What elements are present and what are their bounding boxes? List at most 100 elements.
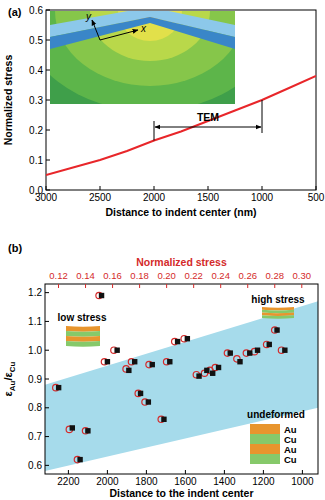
bracket-arrow (155, 127, 261, 128)
tick-label: 0.8 (28, 402, 42, 413)
layer (262, 310, 294, 314)
tick-label: 1.1 (28, 316, 42, 327)
tick (302, 470, 303, 474)
contour (50, 11, 235, 104)
layer (66, 336, 100, 342)
square-marker (247, 350, 252, 355)
inset-axis (100, 30, 138, 40)
tick-label: 0.12 (49, 270, 68, 281)
tick-label: 500 (308, 192, 325, 203)
x2-axis-title: Normalized stress (136, 256, 227, 268)
text-part: Cu (8, 361, 17, 372)
tick (45, 292, 49, 293)
tick (58, 284, 59, 288)
tick-label: 1400 (213, 476, 236, 487)
inset-axis (92, 20, 100, 40)
tick (100, 186, 101, 190)
tick (154, 186, 155, 190)
tick (46, 100, 50, 101)
square-marker (255, 348, 260, 353)
tick (301, 284, 302, 288)
tick-label: 1000 (251, 192, 274, 203)
square-marker (274, 327, 279, 332)
tick-label: 0.9 (28, 374, 42, 385)
tick (274, 284, 275, 288)
tick (220, 284, 221, 288)
layer (250, 434, 280, 444)
line (46, 76, 316, 175)
square-marker (267, 342, 272, 347)
layer (262, 315, 294, 319)
square-marker (77, 457, 82, 462)
tick-label: 0.24 (211, 270, 230, 281)
tick (46, 130, 50, 131)
tick (208, 186, 209, 190)
square-marker (85, 428, 90, 433)
band (45, 301, 318, 471)
bracket-end (262, 100, 263, 133)
panel-label: (b) (8, 242, 22, 254)
tick (193, 284, 194, 288)
tick (45, 350, 49, 351)
tick (46, 190, 50, 191)
square-marker (237, 359, 242, 364)
tick-label: 1800 (135, 476, 158, 487)
square-marker (138, 391, 143, 396)
square-marker (210, 371, 215, 376)
annotation: TEM (197, 111, 219, 123)
y-axis-title: Normalized stress (2, 55, 14, 146)
tick-label: 2500 (89, 192, 112, 203)
inset (50, 11, 235, 104)
tick (45, 321, 49, 322)
square-marker (114, 348, 119, 353)
square-marker (161, 417, 166, 422)
tick (185, 470, 186, 474)
tick-label: 0.7 (28, 431, 42, 442)
tick (46, 70, 50, 71)
tick-label: 0.4 (29, 65, 43, 76)
tick (146, 470, 147, 474)
tick (316, 186, 317, 190)
tick-label: 3000 (35, 192, 58, 203)
tick (46, 186, 47, 190)
plot-frame (45, 284, 318, 474)
tick (224, 470, 225, 474)
tick (46, 10, 50, 11)
square-marker (167, 359, 172, 364)
tick-label: 0.20 (157, 270, 176, 281)
tick (85, 284, 86, 288)
tick-label: 2000 (96, 476, 119, 487)
tick-label: 1500 (197, 192, 220, 203)
layer (250, 444, 280, 454)
tick-label: 1.0 (28, 345, 42, 356)
tick-label: 0.16 (103, 270, 122, 281)
annotation: high stress (251, 294, 305, 305)
tick-label: 0.14 (76, 270, 95, 281)
tick (45, 407, 49, 408)
layer (250, 424, 280, 434)
layer (66, 326, 100, 332)
tick (45, 465, 49, 466)
tick (46, 160, 50, 161)
bracket-end (154, 121, 155, 141)
tick (45, 379, 49, 380)
square-marker (146, 399, 151, 404)
square-marker (132, 359, 137, 364)
tick-label: 0.28 (266, 270, 285, 281)
tick-label: 0.5 (29, 35, 43, 46)
tick-label: 0.6 (28, 460, 42, 471)
tick (263, 470, 264, 474)
square-marker (185, 336, 190, 341)
tick (107, 470, 108, 474)
figure: (a)0.00.10.20.30.40.50.63000250020001500… (0, 0, 325, 500)
tick (139, 284, 140, 288)
tick (45, 436, 49, 437)
inset-label: y (85, 11, 92, 22)
square-marker (105, 359, 110, 364)
y-axis-title: εAu/εCu (2, 361, 17, 396)
layer (66, 331, 100, 337)
text-part: Au (8, 380, 17, 391)
layer (262, 307, 294, 311)
tick (112, 284, 113, 288)
square-marker (282, 348, 287, 353)
